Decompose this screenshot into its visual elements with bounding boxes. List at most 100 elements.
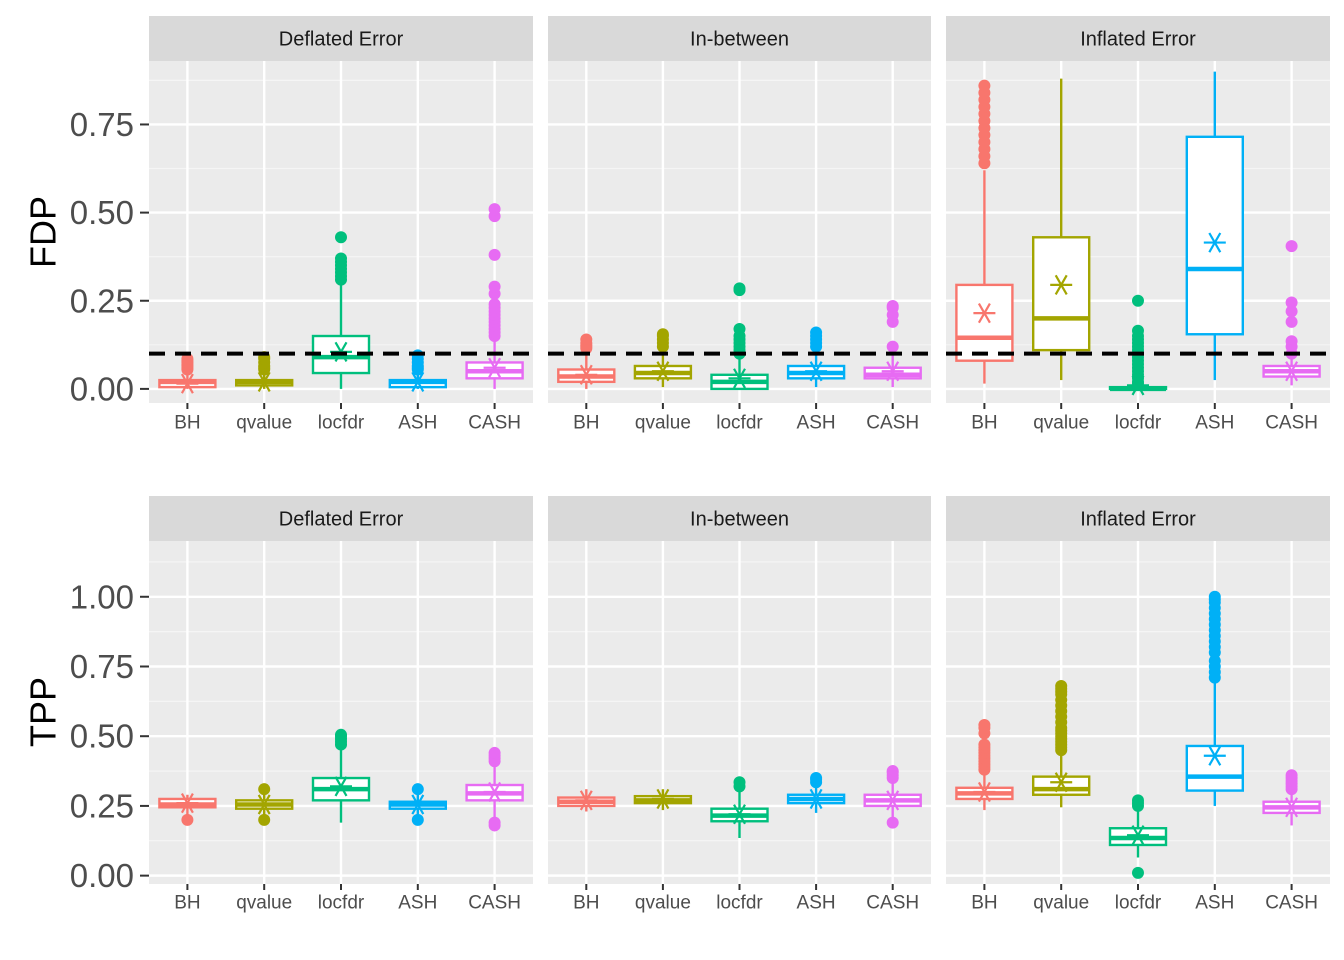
- mean-asterisk-icon: [1127, 825, 1149, 846]
- mean-asterisk-icon: [330, 776, 352, 797]
- boxplot-locfdr: [710, 776, 769, 838]
- mean-asterisk-icon: [575, 790, 598, 811]
- mean-asterisk-icon: [881, 361, 904, 382]
- x-tick-label-bh: BH: [971, 413, 997, 434]
- x-tick-label-bh: BH: [174, 413, 200, 434]
- mean-asterisk-icon: [575, 364, 598, 385]
- x-tick-label-ash: ASH: [398, 413, 437, 434]
- panel-deflated-error: Deflated Error BH qvalue locfdr ASH CASH: [149, 16, 533, 434]
- panel-title: Deflated Error: [279, 509, 404, 531]
- outlier-point: [886, 816, 899, 829]
- outlier-point: [1208, 654, 1221, 667]
- mean-asterisk-icon: [805, 788, 828, 810]
- outlier-point: [886, 340, 899, 353]
- x-tick-label-qvalue: qvalue: [236, 413, 292, 434]
- panel-inflated-error: Inflated Error BH qvalue locfdr ASH CASH: [946, 16, 1330, 434]
- mean-asterisk-icon: [1280, 361, 1303, 382]
- boxplot-cash: [863, 765, 922, 829]
- panel-inflated-error: Inflated Error BH qvalue locfdr ASH CASH: [946, 496, 1330, 914]
- boxplot-bh: [158, 793, 217, 826]
- panel-title: In-between: [690, 29, 789, 51]
- panel-strip: [548, 16, 931, 61]
- asterisk-stroke: [733, 804, 746, 825]
- x-tick-label-cash: CASH: [866, 893, 919, 914]
- asterisk-stroke: [977, 302, 991, 324]
- x-tick-label-qvalue: qvalue: [236, 893, 292, 914]
- y-axis-title: TPP: [23, 677, 64, 747]
- boxplot-bh: [955, 719, 1014, 811]
- outlier-point: [335, 728, 347, 741]
- panel-title: Deflated Error: [279, 29, 404, 51]
- chart-row-tpp: TPP 0.00 0.25 0.50 0.75 1.00 Deflated Error BH q…: [23, 496, 1330, 914]
- x-tick-label-ash: ASH: [797, 413, 836, 434]
- x-tick-label-bh: BH: [174, 893, 200, 914]
- mean-asterisk-icon: [1203, 232, 1226, 253]
- outlier-point: [258, 813, 271, 826]
- panel-strip: [946, 496, 1330, 541]
- panel-strip: [548, 496, 931, 541]
- x-tick-label-bh: BH: [573, 893, 599, 914]
- asterisk-stroke: [488, 357, 502, 378]
- mean-asterisk-icon: [176, 373, 199, 394]
- asterisk-stroke: [257, 371, 271, 392]
- mean-asterisk-icon: [1127, 375, 1149, 396]
- asterisk-stroke: [1054, 274, 1068, 296]
- asterisk-stroke: [1285, 361, 1299, 382]
- box: [1185, 744, 1245, 792]
- outlier-point: [1132, 866, 1144, 879]
- boxplot-qvalue: [1031, 680, 1091, 808]
- x-tick-label-cash: CASH: [1265, 413, 1318, 434]
- y-tick-label: 0.25: [70, 787, 134, 824]
- outlier-point: [978, 79, 991, 92]
- x-tick-label-locfdr: locfdr: [1115, 893, 1162, 914]
- asterisk-stroke: [411, 794, 425, 815]
- asterisk-stroke: [334, 776, 348, 797]
- y-tick-label: 1.00: [70, 578, 134, 615]
- outlier-point: [488, 746, 501, 759]
- outlier-point: [810, 772, 823, 785]
- asterisk-stroke: [1131, 825, 1145, 846]
- mean-asterisk-icon: [651, 361, 674, 382]
- x-tick-label-qvalue: qvalue: [1033, 413, 1089, 434]
- x-tick-label-locfdr: locfdr: [318, 893, 365, 914]
- x-tick-label-cash: CASH: [468, 413, 521, 434]
- outlier-point: [1285, 315, 1298, 328]
- mean-asterisk-icon: [483, 781, 506, 803]
- panel-in-between: In-between BH qvalue locfdr ASH CASH: [548, 16, 931, 434]
- outlier-point: [733, 776, 746, 789]
- panel-title: Inflated Error: [1080, 29, 1196, 51]
- asterisk-stroke: [886, 361, 900, 382]
- y-axis-title: FDP: [23, 196, 64, 268]
- asterisk-stroke: [977, 781, 991, 803]
- mean-asterisk-icon: [253, 371, 276, 392]
- outlier-point: [1132, 794, 1144, 807]
- y-tick-label: 0.25: [70, 282, 134, 319]
- outlier-point: [258, 783, 271, 796]
- mean-asterisk-icon: [881, 790, 904, 811]
- asterisk-stroke: [1208, 232, 1222, 253]
- mean-asterisk-icon: [805, 361, 828, 382]
- outlier-point: [488, 203, 501, 216]
- boxplot-cash: [1262, 240, 1321, 386]
- boxplot-locfdr: [710, 282, 769, 391]
- outlier-point: [1285, 769, 1298, 782]
- asterisk-stroke: [180, 373, 194, 394]
- box: [1031, 236, 1091, 352]
- x-tick-label-cash: CASH: [866, 413, 919, 434]
- y-tick-label: 0.00: [70, 857, 134, 894]
- boxplot-bh: [955, 79, 1014, 384]
- asterisk-stroke: [257, 794, 271, 815]
- mean-asterisk-icon: [483, 357, 506, 378]
- asterisk-stroke: [1131, 375, 1145, 396]
- boxplot-ash: [388, 783, 447, 826]
- outlier-point: [1132, 294, 1144, 307]
- boxplot-qvalue: [633, 788, 693, 811]
- mean-asterisk-icon: [1203, 745, 1226, 766]
- asterisk-stroke: [411, 371, 425, 392]
- boxplot-bh: [557, 789, 616, 812]
- boxplot-ash: [786, 326, 846, 388]
- x-tick-label-ash: ASH: [398, 893, 437, 914]
- panel-title: Inflated Error: [1080, 509, 1196, 531]
- box: [1031, 775, 1091, 796]
